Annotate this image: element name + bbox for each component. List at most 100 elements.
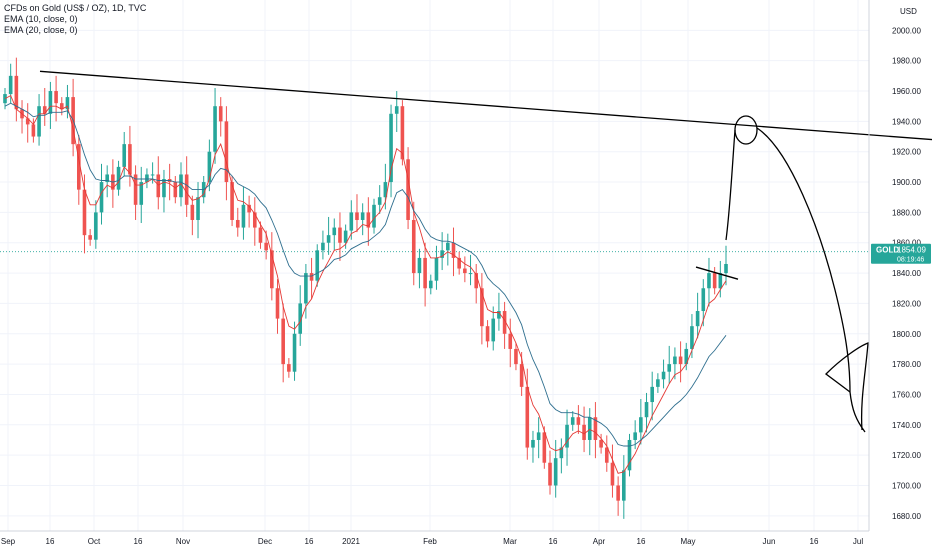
x-tick-label: Apr bbox=[593, 537, 606, 546]
candle-body bbox=[128, 144, 132, 175]
chart-legend: CFDs on Gold (US$ / OZ), 1D, TVC EMA (10… bbox=[4, 3, 146, 36]
candle-body bbox=[514, 348, 518, 365]
candle-body bbox=[218, 106, 223, 122]
candle-body bbox=[25, 118, 30, 125]
horizontal-mark bbox=[695, 266, 739, 280]
x-tick-label: 16 bbox=[305, 537, 314, 546]
candle-body bbox=[252, 212, 257, 228]
y-tick-label: 1800.00 bbox=[892, 330, 921, 339]
candle-body bbox=[116, 166, 121, 190]
candle-body bbox=[99, 182, 104, 213]
candle-body bbox=[451, 242, 456, 258]
candle-body bbox=[377, 197, 382, 205]
candle-body bbox=[582, 424, 586, 440]
candle-body bbox=[105, 174, 109, 183]
grid-lines bbox=[0, 0, 869, 531]
candle-body bbox=[326, 235, 331, 243]
candle-body bbox=[156, 174, 161, 198]
candle-body bbox=[599, 439, 603, 448]
candle-body bbox=[474, 273, 479, 289]
candle-body bbox=[281, 318, 285, 365]
x-tick-label: 16 bbox=[637, 537, 646, 546]
trendline bbox=[39, 70, 932, 141]
candle-body bbox=[519, 364, 524, 387]
candle-body bbox=[678, 356, 683, 365]
y-axis-unit: USD bbox=[900, 7, 917, 16]
y-tick-label: 1900.00 bbox=[892, 178, 921, 187]
x-tick-label: Oct bbox=[88, 537, 101, 546]
candle-body bbox=[150, 174, 155, 176]
candle-body bbox=[531, 439, 535, 448]
y-tick-label: 1780.00 bbox=[892, 360, 921, 369]
badge-price: 1854.09 bbox=[897, 246, 926, 255]
x-tick-label: Dec bbox=[258, 537, 272, 546]
candle-body bbox=[14, 75, 19, 110]
x-tick-label: 2021 bbox=[342, 537, 360, 546]
candle-body bbox=[54, 91, 58, 104]
x-tick-label: Feb bbox=[423, 537, 437, 546]
freehand-up bbox=[725, 129, 736, 241]
candle-body bbox=[690, 326, 694, 349]
candle-body bbox=[724, 263, 728, 274]
candle-body bbox=[406, 159, 410, 220]
candle-body bbox=[372, 204, 376, 228]
x-tick-label: 16 bbox=[46, 537, 55, 546]
candle-body bbox=[502, 311, 507, 334]
y-tick-label: 1860.00 bbox=[892, 239, 921, 248]
candle-body bbox=[627, 439, 632, 471]
y-tick-label: 1820.00 bbox=[892, 299, 921, 308]
y-tick-label: 1960.00 bbox=[892, 87, 921, 96]
candle-body bbox=[247, 204, 251, 213]
candle-body bbox=[440, 250, 444, 258]
candle-body bbox=[82, 189, 87, 236]
candle-body bbox=[332, 227, 337, 236]
candle-body bbox=[264, 242, 268, 251]
candle-body bbox=[428, 280, 433, 289]
candles bbox=[3, 57, 728, 519]
candle-body bbox=[525, 386, 530, 448]
candle-body bbox=[656, 379, 660, 387]
x-tick-label: Jun bbox=[763, 537, 776, 546]
candle-body bbox=[349, 212, 354, 231]
candle-body bbox=[383, 182, 388, 198]
candle-body bbox=[565, 424, 569, 448]
candle-body bbox=[553, 458, 558, 486]
candle-body bbox=[94, 212, 98, 240]
candle-body bbox=[695, 311, 700, 327]
ema-line bbox=[4, 94, 727, 474]
freehand-loop bbox=[825, 342, 869, 431]
candle-body bbox=[718, 273, 723, 289]
candle-body bbox=[707, 273, 711, 289]
legend-ema20: EMA (20, close, 0) bbox=[4, 25, 78, 35]
time-axis: Sep 16 Oct 16 Nov Dec 16 2021 Feb Mar 16 Apr 16 May Ju… bbox=[1, 537, 863, 546]
candle-body bbox=[366, 212, 371, 228]
x-tick-label: 16 bbox=[134, 537, 143, 546]
candle-body bbox=[42, 106, 47, 114]
candle-body bbox=[508, 333, 513, 349]
candle-body bbox=[622, 470, 626, 501]
candle-body bbox=[287, 364, 291, 372]
candle-body bbox=[224, 121, 229, 183]
x-tick-label: 16 bbox=[549, 537, 558, 546]
candle-body bbox=[639, 417, 643, 433]
candle-body bbox=[355, 212, 359, 220]
candle-body bbox=[485, 326, 490, 342]
candle-body bbox=[673, 356, 677, 365]
y-tick-label: 1840.00 bbox=[892, 269, 921, 278]
candle-body bbox=[468, 273, 473, 275]
freehand-projection bbox=[756, 127, 866, 433]
candle-body bbox=[230, 182, 234, 220]
candle-body bbox=[360, 212, 365, 220]
x-tick-label: 16 bbox=[810, 537, 819, 546]
candle-body bbox=[321, 242, 325, 251]
y-tick-label: 1760.00 bbox=[892, 390, 921, 399]
candle-body bbox=[457, 257, 461, 269]
y-tick-label: 1880.00 bbox=[892, 208, 921, 217]
candle-body bbox=[48, 91, 53, 114]
candle-body bbox=[37, 106, 41, 137]
candle-body bbox=[275, 288, 280, 319]
x-tick-label: Nov bbox=[176, 537, 190, 546]
legend-ema10: EMA (10, close, 0) bbox=[4, 14, 78, 24]
